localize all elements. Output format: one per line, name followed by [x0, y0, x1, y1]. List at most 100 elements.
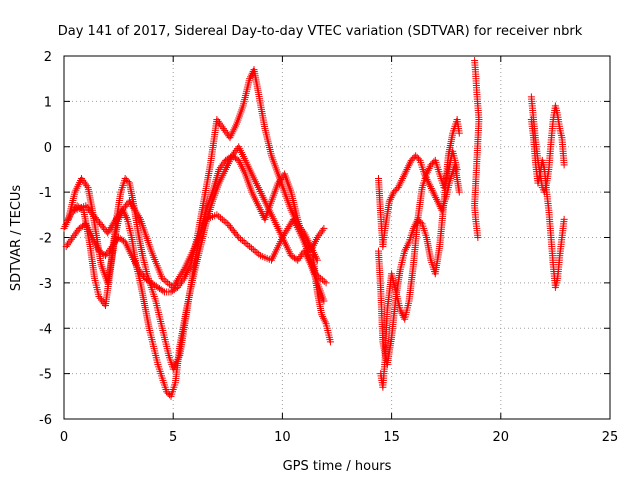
data-point-interp	[98, 296, 106, 304]
data-point	[121, 175, 129, 183]
data-point-interp	[166, 280, 174, 288]
data-point-interp	[320, 316, 328, 324]
data-point	[320, 297, 328, 305]
data-point-interp	[237, 235, 245, 243]
data-point	[169, 283, 177, 291]
data-point-interp	[79, 176, 87, 184]
data-point-interp	[220, 158, 228, 166]
data-point-interp	[138, 271, 146, 279]
data-point-interp	[109, 220, 117, 228]
x-tick-label: 25	[602, 430, 619, 445]
y-tick-label: -3	[39, 277, 52, 292]
data-point-interp	[131, 206, 139, 214]
data-point-interp	[164, 279, 172, 287]
data-point-interp	[80, 178, 88, 186]
data-point-interp	[73, 228, 81, 236]
data-point-interp	[318, 276, 326, 284]
data-point	[95, 292, 103, 300]
data-point-interp	[216, 164, 224, 172]
data-point-interp	[108, 222, 116, 230]
data-point-interp	[319, 312, 327, 320]
data-point-interp	[129, 203, 137, 211]
data-point	[213, 211, 221, 219]
data-point-interp	[164, 389, 172, 397]
data-point-interp	[123, 176, 131, 184]
data-point-interp	[110, 218, 118, 226]
data-point-interp	[218, 215, 226, 223]
data-point-interp	[67, 235, 75, 243]
data-point-interp	[127, 199, 135, 207]
data-point-interp	[296, 253, 304, 261]
data-point-interp	[135, 214, 143, 222]
data-point	[69, 234, 77, 241]
data-point	[77, 175, 85, 183]
data-point-interp	[214, 117, 222, 125]
data-point-interp	[122, 212, 130, 220]
y-tick-label: 0	[44, 141, 52, 156]
data-point-interp	[242, 240, 250, 248]
y-tick-label: -4	[39, 322, 52, 337]
y-tick-label: -5	[39, 368, 52, 383]
data-point-interp	[317, 274, 325, 282]
data-point-interp	[136, 267, 144, 275]
data-point-interp	[124, 178, 132, 186]
data-point-interp	[128, 201, 136, 209]
y-tick-label: 2	[44, 50, 52, 65]
x-tick-label: 10	[274, 430, 291, 445]
data-point-interp	[282, 228, 290, 236]
data-point-interp	[122, 214, 130, 222]
data-point-interp	[175, 274, 183, 282]
x-axis-label: GPS time / hours	[283, 459, 392, 474]
data-point-interp	[100, 251, 108, 259]
data-point-interp	[219, 160, 227, 168]
data-point-interp	[285, 223, 293, 231]
data-point-interp	[178, 269, 186, 277]
data-point-interp	[107, 244, 115, 252]
data-point-interp	[215, 212, 223, 220]
data-point-interp	[221, 126, 229, 134]
data-point-interp	[70, 232, 78, 240]
data-point-interp	[111, 216, 119, 224]
data-point-interp	[130, 204, 138, 212]
x-tick-label: 5	[169, 430, 177, 445]
data-point-interp	[176, 273, 184, 281]
data-point	[246, 243, 254, 251]
data-point-interp	[160, 276, 168, 284]
data-point-interp	[71, 230, 79, 238]
axis-ticks: 0 5 10 15 20 25 -6 -5 -4 -3 -2 -1 0 1 2	[39, 50, 618, 445]
data-point	[158, 274, 166, 282]
data-point-interp	[83, 182, 91, 190]
x-tick-label: 15	[383, 430, 400, 445]
data-point-interp	[216, 119, 224, 127]
data-point	[108, 243, 116, 251]
data-point-interp	[162, 277, 170, 285]
data-point	[318, 311, 326, 319]
data-point	[246, 75, 254, 83]
data-point-interp	[170, 282, 178, 290]
data-point-interp	[132, 208, 140, 216]
data-point-interp	[105, 227, 113, 235]
data-point	[235, 234, 243, 241]
chart-title: Day 141 of 2017, Sidereal Day-to-day VTE…	[58, 24, 583, 39]
data-point-interp	[247, 244, 255, 252]
data-point-interp	[231, 148, 239, 156]
data-point-interp	[114, 213, 122, 221]
data-point-interp	[240, 238, 248, 246]
data-point-interp	[177, 271, 185, 279]
data-point-interp	[111, 239, 119, 247]
data-point-interp	[174, 276, 182, 284]
data-point-interp	[319, 226, 327, 234]
data-point-interp	[217, 214, 225, 222]
data-point-interp	[247, 73, 255, 81]
y-axis-label: SDTVAR / TECUs	[9, 185, 24, 292]
data-point-interp	[179, 267, 187, 275]
data-point-interp	[81, 180, 89, 188]
data-point	[215, 165, 223, 173]
data-point-interp	[172, 278, 180, 286]
data-point-interp	[171, 280, 179, 288]
y-tick-label: -2	[39, 232, 52, 247]
data-point-interp	[133, 210, 141, 218]
data-point	[219, 125, 227, 133]
